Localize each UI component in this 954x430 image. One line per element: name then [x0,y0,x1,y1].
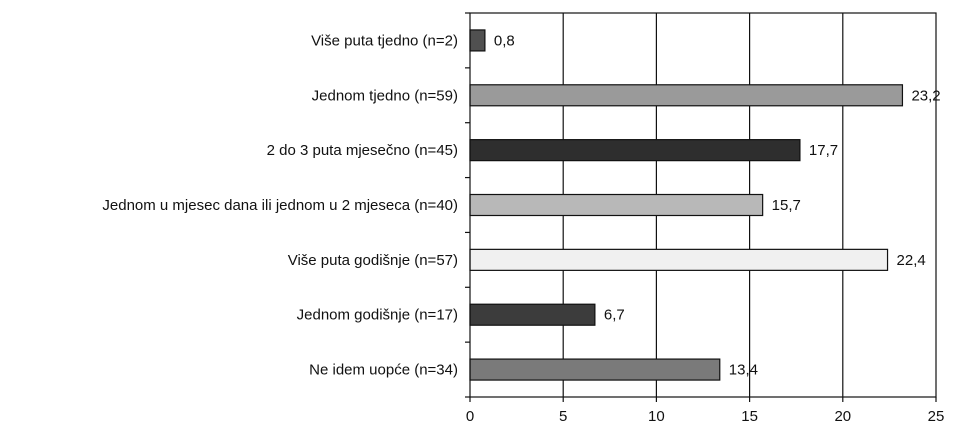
x-tick-label: 20 [834,408,851,425]
category-label: Jednom u mjesec dana ili jednom u 2 mjes… [102,197,458,214]
bar [469,248,889,271]
category-label: Jednom tjedno (n=59) [312,87,458,104]
bar [469,193,764,217]
x-tick-labels: 0 5 10 15 20 25 [466,408,945,425]
category-label: Više puta tjedno (n=2) [311,32,458,49]
data-label: 6,7 [604,307,625,324]
data-label: 15,7 [772,197,801,214]
data-label: 0,8 [494,32,515,49]
data-label: 13,4 [729,362,758,379]
bar [469,303,596,326]
bar [469,29,486,52]
x-tick-label: 15 [741,408,758,425]
bar [469,358,721,381]
category-label: Ne idem uopće (n=34) [309,362,458,379]
category-label: Jednom godišnje (n=17) [297,307,458,324]
x-tick-label: 0 [466,408,474,425]
bar [469,84,904,107]
category-labels: Više puta tjedno (n=2) Jednom tjedno (n=5… [102,32,458,378]
x-tick-label: 5 [559,408,567,425]
bar [469,139,801,162]
category-label: 2 do 3 puta mjesečno (n=45) [267,142,458,159]
x-tick-label: 25 [928,408,945,425]
bars [469,29,904,381]
x-tick-label: 10 [648,408,665,425]
data-label: 17,7 [809,142,838,159]
category-label: Više puta godišnje (n=57) [288,252,458,269]
axes [465,12,937,402]
data-label: 22,4 [897,252,926,269]
value-labels: 0,8 23,2 17,7 15,7 22,4 6,7 13,4 [494,32,941,378]
data-label: 23,2 [911,87,940,104]
plot-frame [469,12,937,398]
